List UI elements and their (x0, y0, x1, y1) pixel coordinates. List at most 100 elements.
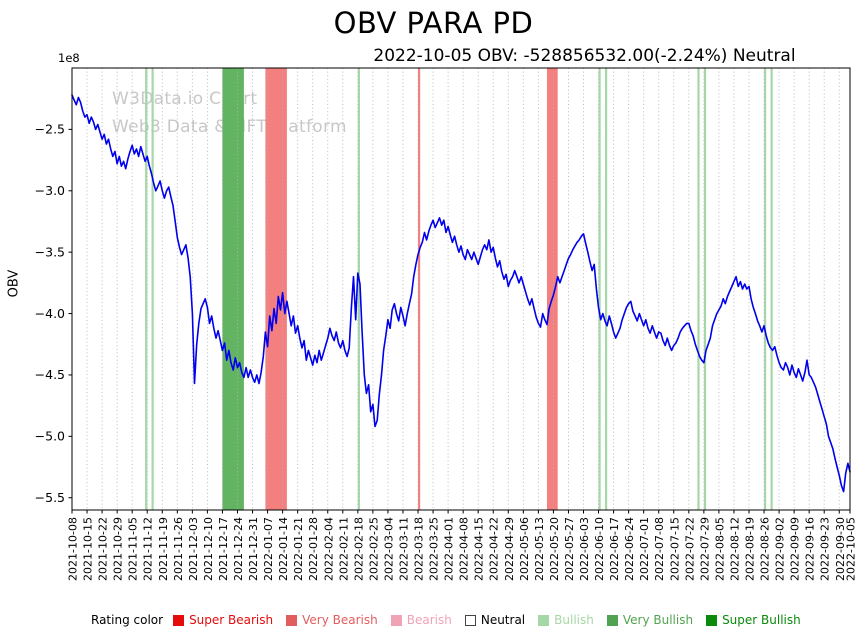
x-tick-label: 2022-09-23 (819, 517, 832, 581)
y-tick-label: −5.5 (35, 490, 65, 505)
x-tick-label: 2022-07-01 (638, 517, 651, 581)
x-tick-label: 2022-03-04 (382, 517, 395, 581)
x-tick-label: 2022-05-06 (518, 517, 531, 581)
obv-line (71, 94, 851, 493)
x-tick-label: 2022-01-28 (307, 517, 320, 581)
legend-swatch (286, 614, 298, 626)
x-tick-label: 2022-09-02 (774, 517, 787, 581)
x-tick-label: 2022-06-24 (623, 517, 636, 581)
legend-swatch (706, 614, 718, 626)
x-tick-label: 2022-06-03 (578, 517, 591, 581)
plot-border (71, 67, 851, 511)
legend-swatch (464, 614, 476, 626)
x-tick-label: 2022-03-25 (428, 517, 441, 581)
x-tick-label: 2021-12-31 (247, 517, 260, 581)
rating-band-bullish (598, 68, 601, 510)
y-tick-label: −3.0 (35, 183, 65, 198)
legend-item-label: Very Bullish (622, 613, 694, 627)
x-tick-label: 2022-07-15 (668, 517, 681, 581)
rating-band-bullish (764, 68, 767, 510)
x-tick-label: 2022-06-17 (608, 517, 621, 581)
legend-items: Super Bearish Very Bearish Bearish Neutral B… (173, 613, 801, 627)
rating-band-very-bullish (222, 68, 244, 510)
rating-band-bullish (605, 68, 608, 510)
rating-band-bullish (703, 68, 707, 510)
y-axis-offset-label: 1e8 (58, 51, 80, 65)
rating-band-bullish (151, 68, 154, 510)
x-tick-label: 2022-02-04 (322, 517, 335, 581)
x-tick-label: 2022-08-05 (713, 517, 726, 581)
legend-label: Rating color (91, 613, 164, 627)
x-tick-label: 2021-11-05 (127, 517, 140, 581)
x-tick-label: 2022-06-10 (593, 517, 606, 581)
y-tick-label: −3.5 (35, 244, 65, 259)
legend-item-very-bearish: Very Bearish (286, 613, 378, 627)
legend-item-bearish: Bearish (390, 613, 452, 627)
rating-band-bullish (770, 68, 773, 510)
x-tick-label: 2022-09-30 (834, 517, 847, 581)
rating-band-very-bearish (418, 68, 421, 510)
x-tick-label: 2022-08-12 (728, 517, 741, 581)
rating-band-bullish (145, 68, 148, 510)
legend-item-super-bullish: Super Bullish (706, 613, 801, 627)
x-tick-label: 2022-03-11 (398, 517, 411, 581)
x-tick-label: 2022-05-13 (533, 517, 546, 581)
y-tick-label: −4.5 (35, 367, 65, 382)
x-tick-label: 2021-12-24 (232, 517, 245, 581)
legend-item-label: Bearish (406, 613, 452, 627)
x-tick-label: 2022-01-14 (277, 517, 290, 581)
x-tick-label: 2022-07-29 (698, 517, 711, 581)
x-tick-label: 2021-10-22 (97, 517, 110, 581)
x-tick-label: 2022-04-22 (488, 517, 501, 581)
x-tick-label: 2022-09-09 (789, 517, 802, 581)
chart-subtitle: 2022-10-05 OBV: -528856532.00(-2.24%) Ne… (373, 46, 796, 66)
x-tick-label: 2021-10-15 (82, 517, 95, 581)
x-tick-label: 2022-02-18 (352, 517, 365, 581)
x-tick-label: 2021-10-08 (67, 517, 80, 581)
x-tick-label: 2022-09-16 (804, 517, 817, 581)
y-tick-label: −5.0 (35, 429, 65, 444)
x-tick-label: 2022-08-19 (744, 517, 757, 581)
x-tick-label: 2022-01-07 (262, 517, 275, 581)
x-tick-label: 2022-01-21 (292, 517, 305, 581)
legend-swatch (390, 614, 402, 626)
x-tick-label: 2021-11-26 (172, 517, 185, 581)
x-tick-label: 2022-03-18 (413, 517, 426, 581)
legend-item-label: Very Bearish (302, 613, 378, 627)
x-tick-label: 2021-12-10 (202, 517, 215, 581)
rating-band-bullish (357, 68, 360, 510)
y-tick-label: −4.0 (35, 306, 65, 321)
x-tick-label: 2022-02-11 (337, 517, 350, 581)
x-tick-label: 2022-04-15 (473, 517, 486, 581)
x-tick-label: 2021-11-19 (157, 517, 170, 581)
legend-swatch (606, 614, 618, 626)
rating-band-bullish (697, 68, 700, 510)
x-tick-label: 2021-12-17 (217, 517, 230, 581)
x-tick-label: 2022-08-26 (759, 517, 772, 581)
x-tick-label: 2021-10-29 (112, 517, 125, 581)
rating-band-very-bearish (547, 68, 558, 510)
x-tick-label: 2021-12-03 (187, 517, 200, 581)
watermark-line-1: W3Data.io Chart (112, 89, 258, 109)
rating-legend: Rating color Super Bearish Very Bearish Be… (91, 613, 801, 627)
legend-item-label: Bullish (554, 613, 594, 627)
legend-item-label: Super Bearish (189, 613, 274, 627)
legend-swatch (173, 614, 185, 626)
legend-swatch (538, 614, 550, 626)
x-tick-label: 2022-04-01 (443, 517, 456, 581)
rating-band-very-bearish (265, 68, 287, 510)
x-tick-label: 2022-07-22 (683, 517, 696, 581)
legend-item-super-bearish: Super Bearish (173, 613, 273, 627)
legend-item-bullish: Bullish (538, 613, 594, 627)
x-tick-label: 2022-04-29 (503, 517, 516, 581)
x-tick-label: 2022-07-08 (653, 517, 666, 581)
legend-item-label: Super Bullish (722, 613, 801, 627)
x-tick-label: 2022-04-08 (458, 517, 471, 581)
legend-item-neutral: Neutral (464, 613, 525, 627)
x-tick-label: 2022-05-27 (563, 517, 576, 581)
x-tick-label: 2021-11-12 (142, 517, 155, 581)
legend-item-very-bullish: Very Bullish (606, 613, 694, 627)
x-tick-label: 2022-10-05 (845, 517, 858, 581)
